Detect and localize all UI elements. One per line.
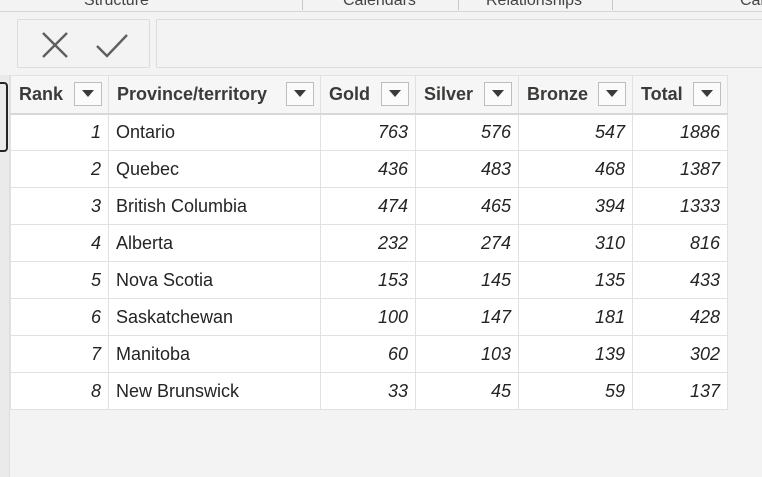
cell-rank[interactable]: 6 — [10, 298, 109, 336]
cell-gold[interactable]: 763 — [320, 113, 416, 151]
ribbon-tab-cal[interactable]: Cal — [740, 0, 762, 9]
cell-silver[interactable]: 483 — [415, 150, 519, 188]
cell-bronze[interactable]: 139 — [518, 335, 633, 373]
cell-rank[interactable]: 1 — [10, 113, 109, 151]
chevron-down-icon[interactable] — [598, 82, 626, 107]
table-row[interactable]: 4 Alberta 232 274 310 816 — [10, 224, 728, 262]
data-table: Rank Province/territory Gold Silver Bronze To… — [10, 75, 728, 410]
cell-total[interactable]: 433 — [632, 261, 728, 299]
table-row[interactable]: 7 Manitoba 60 103 139 302 — [10, 335, 728, 373]
chevron-down-icon[interactable] — [484, 82, 512, 107]
cell-province[interactable]: Manitoba — [108, 335, 321, 373]
column-header-bronze[interactable]: Bronze — [518, 75, 633, 115]
ribbon-tab-structure[interactable]: Structure — [84, 0, 149, 9]
cell-province[interactable]: Quebec — [108, 150, 321, 188]
cell-total[interactable]: 1387 — [632, 150, 728, 188]
ribbon-divider — [612, 0, 613, 10]
data-grid: Rank Province/territory Gold Silver Bronze To… — [10, 75, 762, 477]
cell-bronze[interactable]: 468 — [518, 150, 633, 188]
cell-total[interactable]: 137 — [632, 372, 728, 410]
ribbon-tab-calendars[interactable]: Calendars — [343, 0, 416, 9]
formula-bar — [0, 13, 762, 75]
cell-silver[interactable]: 103 — [415, 335, 519, 373]
cell-silver[interactable]: 145 — [415, 261, 519, 299]
cell-silver[interactable]: 45 — [415, 372, 519, 410]
cell-gold[interactable]: 474 — [320, 187, 416, 225]
close-icon[interactable] — [38, 28, 72, 62]
cell-total[interactable]: 1886 — [632, 113, 728, 151]
formula-commit-group — [17, 19, 150, 68]
table-row[interactable]: 8 New Brunswick 33 45 59 137 — [10, 372, 728, 410]
cell-rank[interactable]: 8 — [10, 372, 109, 410]
column-header-label: Total — [641, 83, 683, 104]
cell-gold[interactable]: 33 — [320, 372, 416, 410]
cell-gold[interactable]: 436 — [320, 150, 416, 188]
cell-bronze[interactable]: 394 — [518, 187, 633, 225]
column-header-total[interactable]: Total — [632, 75, 728, 115]
cell-bronze[interactable]: 59 — [518, 372, 633, 410]
cell-bronze[interactable]: 135 — [518, 261, 633, 299]
cell-province[interactable]: British Columbia — [108, 187, 321, 225]
formula-input[interactable] — [156, 19, 762, 68]
cell-bronze[interactable]: 310 — [518, 224, 633, 262]
table-row[interactable]: 5 Nova Scotia 153 145 135 433 — [10, 261, 728, 299]
cell-total[interactable]: 302 — [632, 335, 728, 373]
ribbon-tabs: Structure Calendars Relationships Cal — [0, 0, 762, 12]
cell-rank[interactable]: 7 — [10, 335, 109, 373]
cell-gold[interactable]: 100 — [320, 298, 416, 336]
chevron-down-icon[interactable] — [286, 82, 314, 107]
row-header-strip — [0, 75, 10, 477]
cell-province[interactable]: Alberta — [108, 224, 321, 262]
cell-total[interactable]: 428 — [632, 298, 728, 336]
cell-total[interactable]: 1333 — [632, 187, 728, 225]
cell-province[interactable]: Ontario — [108, 113, 321, 151]
cell-gold[interactable]: 60 — [320, 335, 416, 373]
column-header-label: Bronze — [527, 83, 589, 104]
cell-total[interactable]: 816 — [632, 224, 728, 262]
row-selector[interactable] — [0, 82, 8, 152]
cell-province[interactable]: Nova Scotia — [108, 261, 321, 299]
cell-bronze[interactable]: 547 — [518, 113, 633, 151]
ribbon-divider — [302, 0, 303, 10]
table-row[interactable]: 3 British Columbia 474 465 394 1333 — [10, 187, 728, 225]
table-row[interactable]: 2 Quebec 436 483 468 1387 — [10, 150, 728, 188]
table-row[interactable]: 1 Ontario 763 576 547 1886 — [10, 113, 728, 151]
ribbon-divider — [458, 0, 459, 10]
cell-gold[interactable]: 232 — [320, 224, 416, 262]
cell-bronze[interactable]: 181 — [518, 298, 633, 336]
cell-silver[interactable]: 147 — [415, 298, 519, 336]
cell-rank[interactable]: 5 — [10, 261, 109, 299]
column-header-label: Rank — [19, 83, 64, 104]
cell-gold[interactable]: 153 — [320, 261, 416, 299]
cell-rank[interactable]: 2 — [10, 150, 109, 188]
column-header-rank[interactable]: Rank — [10, 75, 109, 115]
cell-rank[interactable]: 4 — [10, 224, 109, 262]
column-header-label: Silver — [424, 83, 474, 104]
column-header-gold[interactable]: Gold — [320, 75, 416, 115]
chevron-down-icon[interactable] — [693, 82, 721, 107]
check-icon[interactable] — [94, 28, 128, 62]
ribbon-tab-relationships[interactable]: Relationships — [486, 0, 583, 9]
cell-silver[interactable]: 274 — [415, 224, 519, 262]
cell-rank[interactable]: 3 — [10, 187, 109, 225]
column-header-label: Province/territory — [117, 83, 268, 104]
column-header-label: Gold — [329, 83, 370, 104]
cell-silver[interactable]: 576 — [415, 113, 519, 151]
cell-silver[interactable]: 465 — [415, 187, 519, 225]
chevron-down-icon[interactable] — [74, 82, 102, 107]
cell-province[interactable]: New Brunswick — [108, 372, 321, 410]
cell-province[interactable]: Saskatchewan — [108, 298, 321, 336]
table-row[interactable]: 6 Saskatchewan 100 147 181 428 — [10, 298, 728, 336]
chevron-down-icon[interactable] — [381, 82, 409, 107]
column-header-province[interactable]: Province/territory — [108, 75, 321, 115]
table-header-row: Rank Province/territory Gold Silver Bronze To… — [10, 75, 728, 115]
column-header-silver[interactable]: Silver — [415, 75, 519, 115]
